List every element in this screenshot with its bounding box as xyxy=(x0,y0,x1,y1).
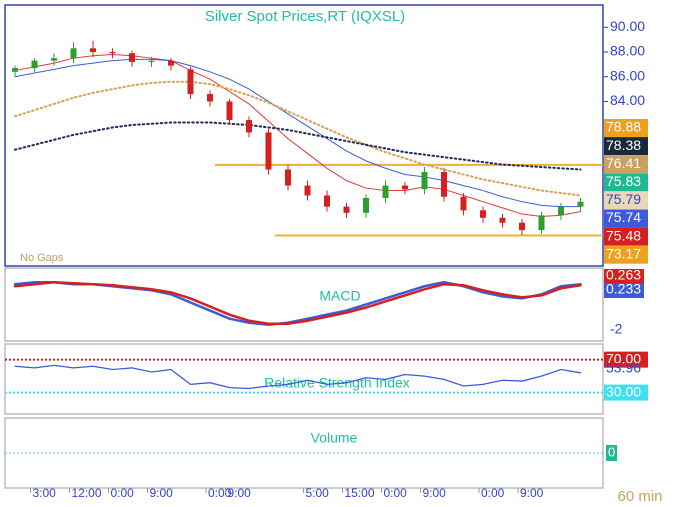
candle-body xyxy=(70,48,77,59)
x-tick-label: 15:00 xyxy=(345,486,375,500)
x-tick-label: 3:00 xyxy=(33,486,57,500)
candle-body xyxy=(304,185,311,196)
candle-body xyxy=(168,60,174,66)
main-panel xyxy=(4,4,604,267)
macd-panel xyxy=(4,267,604,342)
candle-body xyxy=(90,48,96,53)
y-tick-label: 86.00 xyxy=(610,67,645,83)
price-badge xyxy=(604,173,648,192)
candle-body xyxy=(51,58,57,61)
price-badge-label: 78.38 xyxy=(606,137,641,153)
x-tick-label: 9:00 xyxy=(228,486,252,500)
candle-body xyxy=(441,171,447,197)
x-tick-label: 9:00 xyxy=(423,486,447,500)
candle-body xyxy=(265,132,272,170)
price-badge xyxy=(604,209,648,228)
volume-badge xyxy=(606,445,617,461)
price-badge-label: 75.79 xyxy=(606,191,641,207)
price-badge-label: 75.83 xyxy=(606,173,641,189)
moving-average xyxy=(14,53,581,218)
price-badge xyxy=(604,119,648,137)
price-badge-label: 75.74 xyxy=(606,209,641,225)
rsi-panel xyxy=(4,343,604,415)
x-tick-label: 9:00 xyxy=(520,486,544,500)
price-badge xyxy=(604,155,648,174)
price-badge xyxy=(604,137,648,156)
macd-badge-label: 0.263 xyxy=(606,267,641,283)
candle-body xyxy=(129,53,135,62)
macd-line xyxy=(13,280,582,327)
candle-body xyxy=(538,215,545,231)
moving-average xyxy=(14,80,582,197)
candle-body xyxy=(207,94,213,102)
rsi-badge xyxy=(604,384,648,401)
rsi-title: Relative Strength Index xyxy=(264,375,410,391)
volume-title: Volume xyxy=(311,430,358,446)
rsi-badge-label: 30.00 xyxy=(606,383,641,399)
candle-body xyxy=(577,201,584,207)
candle-body xyxy=(382,185,389,198)
price-badge xyxy=(604,227,648,246)
candle-body xyxy=(343,206,350,213)
gap-note: No Gaps xyxy=(20,252,64,264)
volume-tick-label: 0 xyxy=(608,444,615,459)
candle-body xyxy=(421,171,428,190)
candle-body xyxy=(285,169,291,186)
candle-body xyxy=(12,68,18,72)
macd-line xyxy=(13,280,582,326)
candle-body xyxy=(226,101,233,121)
price-badge-label: 76.41 xyxy=(606,155,641,171)
chart-title: Silver Spot Prices,RT (IQXSL) xyxy=(205,8,405,25)
moving-average xyxy=(14,58,581,208)
macd-badge-label: 0.233 xyxy=(606,281,641,297)
candle-body xyxy=(324,195,330,207)
moving-average xyxy=(14,121,582,171)
x-tick-label: 5:00 xyxy=(306,486,330,500)
macd-badge xyxy=(604,283,644,298)
y-tick-label: 88.00 xyxy=(610,43,645,59)
rsi-current-label: 53.96 xyxy=(606,360,641,376)
candle-body xyxy=(402,185,408,190)
candle-body xyxy=(148,60,155,62)
y-tick-label: 90.00 xyxy=(610,18,645,34)
x-tick-label: 0:00 xyxy=(384,486,408,500)
x-tick-label: 0:00 xyxy=(111,486,135,500)
x-tick-label: 9:00 xyxy=(150,486,174,500)
candle-body xyxy=(519,222,525,231)
price-badge-label: 75.48 xyxy=(606,227,641,243)
rsi-line xyxy=(14,364,582,390)
candle-body xyxy=(480,210,486,218)
candle-body xyxy=(558,206,564,216)
candle-body xyxy=(31,60,38,69)
macd-badge xyxy=(604,269,644,284)
rsi-badge-label: 70.00 xyxy=(606,350,641,366)
price-badge-label: 73.17 xyxy=(606,245,641,261)
macd-title: MACD xyxy=(319,288,360,304)
x-tick-label: 12:00 xyxy=(72,486,102,500)
candle-body xyxy=(187,69,194,95)
interval-label: 60 min xyxy=(617,488,662,505)
price-badge-label: 78.88 xyxy=(606,119,641,135)
macd-tick-label: -2 xyxy=(610,320,623,336)
y-tick-label: 84.00 xyxy=(610,92,645,108)
candle-body xyxy=(460,196,467,211)
candle-body xyxy=(499,217,506,223)
candle-body xyxy=(246,120,252,133)
x-tick-label: 0:00 xyxy=(481,486,505,500)
rsi-badge xyxy=(604,351,648,368)
candle-body xyxy=(363,197,369,213)
candle-body xyxy=(109,52,116,54)
price-badge xyxy=(604,245,648,264)
price-badge xyxy=(604,191,648,210)
